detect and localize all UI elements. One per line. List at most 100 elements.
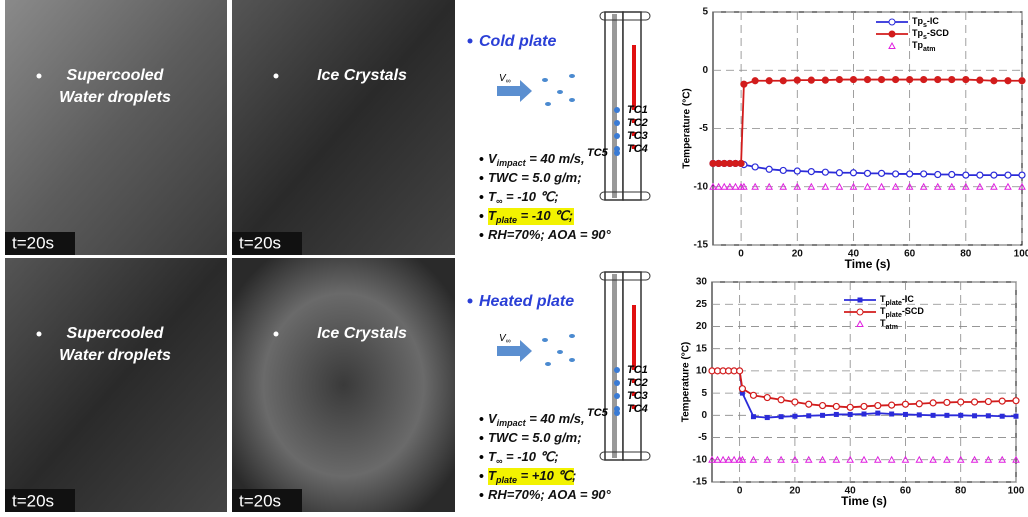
y-tick-label: 25 (696, 299, 708, 310)
photo (232, 258, 455, 512)
plate-core (612, 14, 617, 198)
marker (921, 77, 927, 83)
marker (847, 404, 853, 410)
photo (5, 258, 227, 512)
marker (907, 77, 913, 83)
droplet (542, 338, 548, 342)
marker (999, 398, 1005, 404)
photo-label: Water droplets (59, 89, 171, 106)
time-label: t=20s (239, 491, 281, 510)
bullet-dot: • (479, 208, 484, 224)
marker (820, 403, 826, 409)
y-tick-label: -10 (694, 181, 709, 192)
bullet-dot (37, 74, 42, 79)
heater (632, 45, 636, 110)
marker (944, 413, 949, 418)
legend-marker (858, 298, 863, 303)
marker (935, 77, 941, 83)
text-part: Tp (912, 40, 923, 50)
marker (893, 77, 899, 83)
legend-marker (889, 19, 895, 25)
y-axis-label: Temperature (°C) (682, 88, 693, 169)
sensor-label: TC3 (627, 390, 648, 402)
text-part: TWC = 5.0 g/m; (488, 170, 582, 185)
photo (5, 0, 227, 255)
marker (834, 412, 839, 417)
marker (822, 169, 828, 175)
marker (977, 77, 983, 83)
text-part: = 40 m/s, (526, 151, 585, 166)
marker (862, 412, 867, 417)
marker (986, 413, 991, 418)
marker (972, 399, 978, 405)
marker (991, 78, 997, 84)
condition: TWC = 5.0 g/m; (488, 170, 582, 185)
marker (903, 412, 908, 417)
marker (875, 403, 881, 409)
marker (1005, 78, 1011, 84)
velocity-label: V∞ (499, 333, 511, 345)
text-part: RH=70%; AOA = 90° (488, 487, 612, 502)
marker (808, 77, 814, 83)
text-part: atm (923, 46, 935, 53)
marker (907, 171, 913, 177)
sensor-label: TC5 (587, 147, 609, 159)
text-part: -SCD (927, 28, 949, 38)
marker (741, 81, 747, 87)
marker (766, 78, 772, 84)
marker (972, 413, 977, 418)
text-part: = 40 m/s, (526, 411, 585, 426)
marker (780, 78, 786, 84)
marker (944, 399, 950, 405)
text-part: impact (497, 158, 527, 168)
y-tick-label: -5 (699, 123, 708, 134)
x-tick-label: 0 (738, 249, 744, 260)
marker (991, 172, 997, 178)
y-tick-label: -10 (693, 454, 708, 465)
sensor (614, 410, 620, 416)
x-tick-label: 80 (955, 486, 967, 497)
bullet-dot: • (479, 151, 484, 167)
text-part: Tp (912, 28, 923, 38)
marker (848, 412, 853, 417)
condition: T∞ = -10 ℃; (488, 449, 559, 466)
x-tick-label: 80 (960, 249, 972, 260)
figure: SupercooledWater dropletst=20sIce Crysta… (0, 0, 1028, 512)
marker (889, 402, 895, 408)
marker (893, 171, 899, 177)
marker (794, 77, 800, 83)
bullet-dot: • (479, 487, 484, 503)
bullet-dot: • (479, 189, 484, 205)
condition: RH=70%; AOA = 90° (488, 227, 612, 242)
text-part: impact (497, 418, 527, 428)
y-tick-label: 5 (701, 388, 707, 399)
bullet-dot (274, 332, 279, 337)
text-part: = +10 ℃; (517, 468, 576, 483)
x-tick-label: 20 (789, 486, 801, 497)
sensor-label: TC4 (627, 143, 648, 155)
velocity-label: V∞ (499, 73, 511, 85)
text-part: plate (495, 215, 517, 225)
marker (963, 77, 969, 83)
x-tick-label: 60 (904, 249, 916, 260)
marker (916, 401, 922, 407)
bullet-dot: • (479, 411, 484, 427)
bullet-dot: • (479, 468, 484, 484)
droplet (569, 98, 575, 102)
marker (820, 413, 825, 418)
marker (779, 414, 784, 419)
sensor-label: TC1 (627, 364, 648, 376)
marker (766, 166, 772, 172)
marker (1019, 172, 1025, 178)
marker (949, 77, 955, 83)
marker (765, 415, 770, 420)
marker (850, 77, 856, 83)
marker (879, 170, 885, 176)
sensor-label: TC2 (627, 117, 648, 129)
condition: Vimpact = 40 m/s, (488, 411, 585, 428)
marker (917, 412, 922, 417)
x-tick-label: 100 (1008, 486, 1025, 497)
text-part: RH=70%; AOA = 90° (488, 227, 612, 242)
marker (850, 170, 856, 176)
marker (1000, 414, 1005, 419)
